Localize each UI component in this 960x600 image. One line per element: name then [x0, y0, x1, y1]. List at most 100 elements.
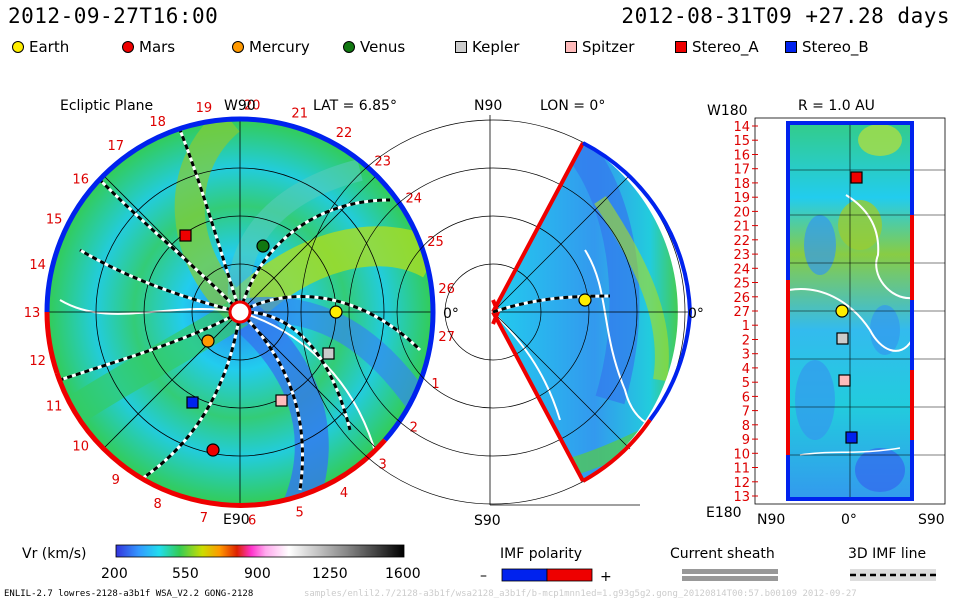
shell-row-label: 18: [733, 177, 750, 192]
shell-row-label: 12: [733, 476, 750, 491]
legend-label: Stereo_A: [692, 38, 759, 56]
colorbar-tick: 900: [244, 566, 271, 582]
carrington-label: 26: [438, 282, 455, 297]
shell-row-label: 1: [742, 319, 750, 334]
mercury-marker: [201, 334, 215, 348]
legend-label: Earth: [29, 38, 70, 56]
carrington-label: 4: [340, 486, 348, 501]
carrington-label: 3: [379, 457, 387, 472]
shell-row-label: 11: [733, 462, 750, 477]
shell-row-label: 9: [742, 433, 750, 448]
colorbar-gradient: [115, 544, 405, 558]
colorbar-tick: 1600: [385, 566, 421, 582]
shell-row-label: 23: [733, 248, 750, 263]
carrington-label: 8: [153, 497, 161, 512]
legend-spitzer: Spitzer: [565, 38, 634, 56]
stereo-b-marker-shell: [845, 431, 858, 444]
carrington-label: 10: [72, 440, 89, 455]
shell-n90-label: N90: [757, 512, 785, 528]
imf-label: IMF polarity: [500, 546, 582, 562]
carrington-label: 20: [244, 98, 261, 113]
e90-label: E90: [223, 512, 250, 528]
mars-marker-icon: [122, 41, 134, 53]
w90-label: W90: [224, 98, 256, 114]
imf-line-legend: 3D IMF line: [848, 546, 936, 581]
carrington-label: 27: [438, 330, 455, 345]
e180-label: E180: [706, 505, 742, 521]
kepler-marker-shell: [836, 332, 849, 345]
meridional-plane-panel: N90 S90 LON = 0° 0°: [300, 98, 704, 529]
shell-row-label: 13: [733, 490, 750, 505]
carrington-label: 13: [24, 306, 41, 321]
carrington-label: 22: [336, 126, 353, 141]
model-info: ENLIL-2.7 lowres-2128-a3b1f WSA_V2.2 GON…: [4, 589, 253, 599]
shell-row-label: 17: [733, 163, 750, 178]
carrington-label: 19: [196, 101, 213, 116]
stereo-b-marker-icon: [785, 41, 797, 53]
carrington-label: 12: [29, 354, 46, 369]
shell-0-label: 0°: [841, 512, 857, 528]
spitzer-marker: [275, 394, 288, 407]
lon-label: LON = 0°: [540, 98, 605, 114]
shell-row-label: 20: [733, 205, 750, 220]
carrington-label: 24: [406, 192, 423, 207]
shell-row-label: 25: [733, 277, 750, 292]
legend-mercury: Mercury: [232, 38, 310, 56]
shell-row-label: 19: [733, 191, 750, 206]
shell-row-label: 3: [742, 348, 750, 363]
mars-marker: [206, 443, 220, 457]
legend-label: Spitzer: [582, 38, 635, 56]
carrington-label: 21: [291, 107, 308, 122]
kepler-marker: [322, 347, 335, 360]
legend: Earth Mars Mercury Venus Kepler Spitzer …: [0, 38, 960, 58]
shell-row-label: 27: [733, 305, 750, 320]
mercury-marker-icon: [232, 41, 244, 53]
shell-row-label: 6: [742, 390, 750, 405]
lat-label: LAT = 6.85°: [313, 98, 397, 114]
legend-label: Mercury: [249, 38, 310, 56]
shell-row-label: 15: [733, 134, 750, 149]
shell-row-label: 10: [733, 447, 750, 462]
shell-row-labels: 1415161718192021222324252627123456789101…: [733, 120, 758, 505]
earth-marker-shell: [835, 304, 849, 318]
shell-row-label: 24: [733, 262, 750, 277]
timestamp-right: 2012-08-31T09 +27.28 days: [621, 4, 950, 28]
carrington-longitude-labels: 19 20212223242526271234567891011121314151…: [24, 98, 455, 528]
imf-line-label: 3D IMF line: [848, 546, 926, 562]
carrington-label: 14: [29, 258, 46, 273]
stereo-a-marker-shell: [850, 171, 863, 184]
colorbar-tick: 550: [172, 566, 199, 582]
legend-venus: Venus: [343, 38, 405, 56]
carrington-label: 23: [374, 155, 391, 170]
earth-marker-meridional: [578, 293, 592, 307]
negative-polarity-swatch: [501, 568, 548, 582]
carrington-label: 7: [200, 511, 208, 526]
current-sheath-label: Current sheath: [670, 546, 775, 562]
legend-mars: Mars: [122, 38, 175, 56]
ecliptic-title: Ecliptic Plane: [60, 98, 153, 114]
legend-label: Venus: [360, 38, 406, 56]
colorbar-label: Vr (km/s): [22, 546, 86, 562]
carrington-label: 5: [296, 505, 304, 520]
stereo-a-marker-icon: [675, 41, 687, 53]
legend-stereo-b: Stereo_B: [785, 38, 869, 56]
positive-polarity-swatch: [546, 568, 593, 582]
venus-marker: [256, 239, 270, 253]
carrington-label: 1: [431, 377, 439, 392]
shell-s90-label: S90: [918, 512, 945, 528]
shell-row-label: 7: [742, 405, 750, 420]
ecliptic-plane-panel: 19 20212223242526271234567891011121314151…: [24, 98, 459, 529]
w180-label: W180: [707, 103, 748, 119]
ecliptic-0-label: 0°: [443, 306, 459, 322]
spitzer-marker-shell: [838, 374, 851, 387]
carrington-label: 18: [149, 115, 166, 130]
shell-row-label: 8: [742, 419, 750, 434]
shell-row-label: 4: [742, 362, 750, 377]
carrington-label: 15: [46, 213, 63, 228]
earth-marker-icon: [12, 41, 24, 53]
legend-label: Mars: [139, 38, 176, 56]
legend-label: Kepler: [472, 38, 520, 56]
legend-label: Stereo_B: [802, 38, 869, 56]
spitzer-marker-icon: [565, 41, 577, 53]
